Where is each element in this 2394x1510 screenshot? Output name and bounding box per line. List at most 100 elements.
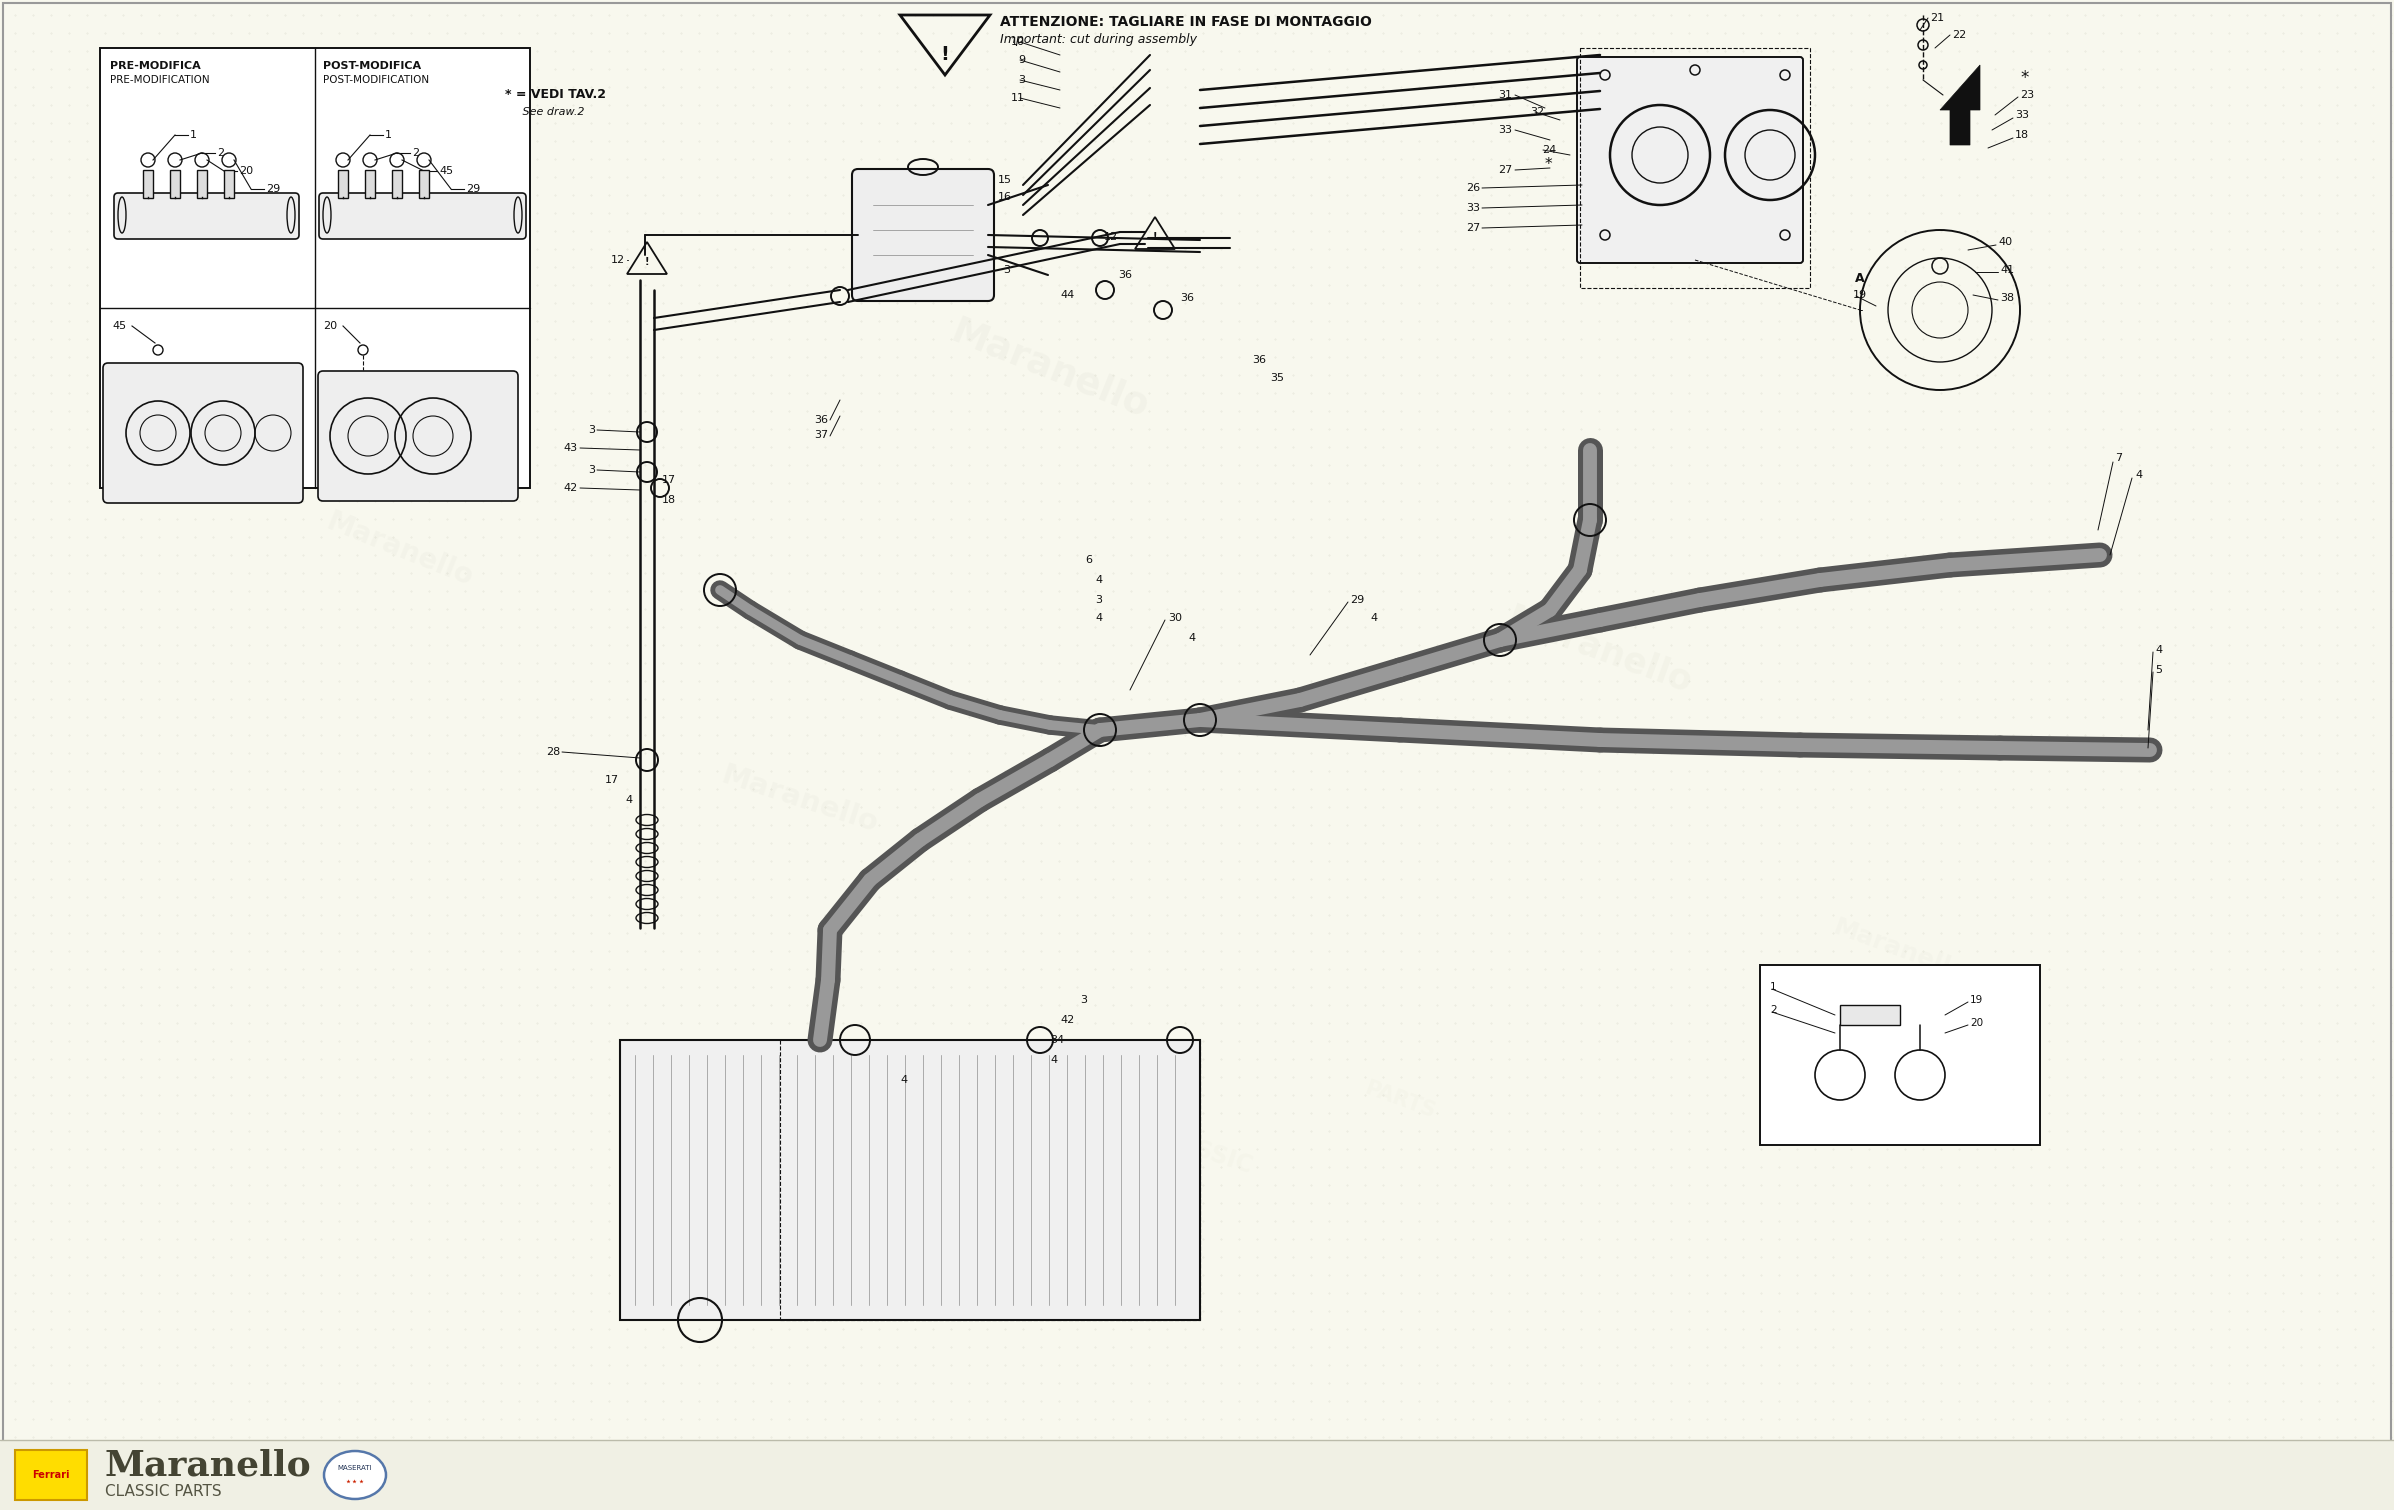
Text: !: !: [644, 257, 649, 267]
Text: Important: cut during assembly: Important: cut during assembly: [1001, 33, 1197, 47]
Bar: [0, 1441, 2394, 1510]
Text: 3: 3: [589, 465, 596, 476]
FancyBboxPatch shape: [115, 193, 299, 239]
Text: 5: 5: [2155, 664, 2162, 675]
Text: 22: 22: [1951, 30, 1965, 39]
Text: 37: 37: [814, 430, 828, 439]
Bar: [1841, 1006, 1901, 1025]
Text: !: !: [941, 45, 950, 65]
Bar: [225, 171, 235, 198]
Text: 42: 42: [563, 483, 577, 492]
Text: POST-MODIFICATION: POST-MODIFICATION: [323, 76, 429, 85]
Text: 36: 36: [814, 415, 828, 424]
Text: Maranello: Maranello: [105, 1448, 311, 1481]
Text: Maranello: Maranello: [1829, 915, 1970, 986]
Text: 17: 17: [606, 775, 620, 785]
Text: 18: 18: [2016, 130, 2030, 140]
Text: 7: 7: [2114, 453, 2121, 464]
Text: 3: 3: [1080, 995, 1087, 1006]
Polygon shape: [1939, 65, 1980, 145]
Bar: [196, 171, 206, 198]
Text: 3: 3: [1094, 595, 1101, 606]
Text: 45: 45: [113, 322, 127, 331]
Bar: [1760, 965, 2040, 1145]
Bar: [14, 1450, 86, 1499]
Text: !: !: [1154, 233, 1156, 242]
Bar: [393, 171, 402, 198]
Text: 4: 4: [1094, 575, 1101, 584]
Bar: [101, 48, 529, 488]
Text: 4: 4: [900, 1075, 907, 1086]
Text: 44: 44: [1061, 290, 1075, 300]
Text: 41: 41: [1999, 264, 2013, 275]
Text: CLASSIC PARTS: CLASSIC PARTS: [105, 1484, 223, 1499]
Text: 4: 4: [1369, 613, 1377, 624]
Text: 15: 15: [998, 175, 1013, 186]
Text: 45: 45: [438, 166, 452, 177]
Text: Maranello: Maranello: [323, 507, 476, 592]
Text: 23: 23: [2021, 91, 2035, 100]
Text: POST-MODIFICA: POST-MODIFICA: [323, 60, 421, 71]
Bar: [338, 171, 347, 198]
Text: 31: 31: [1499, 91, 1513, 100]
FancyBboxPatch shape: [318, 193, 527, 239]
Bar: [170, 171, 180, 198]
Text: 1: 1: [385, 130, 393, 140]
Text: 4: 4: [2155, 645, 2162, 655]
Bar: [1580, 48, 1810, 288]
Text: 16: 16: [998, 192, 1013, 202]
Text: 2: 2: [218, 148, 225, 159]
Text: 36: 36: [1118, 270, 1132, 279]
Text: 29: 29: [1350, 595, 1365, 606]
Text: 36: 36: [1252, 355, 1266, 365]
Text: 33: 33: [1465, 202, 1479, 213]
Text: 19: 19: [1853, 290, 1867, 300]
Text: 1: 1: [1769, 982, 1776, 992]
Text: 32: 32: [1530, 107, 1544, 116]
Text: 4: 4: [2135, 470, 2143, 480]
FancyBboxPatch shape: [1578, 57, 1803, 263]
Text: 20: 20: [239, 166, 254, 177]
Text: 29: 29: [266, 184, 280, 193]
FancyBboxPatch shape: [318, 371, 517, 501]
Text: 1: 1: [189, 130, 196, 140]
Text: *: *: [1544, 157, 1554, 172]
Text: Ferrari: Ferrari: [31, 1471, 69, 1480]
Text: Maranello: Maranello: [718, 761, 881, 838]
Text: 3: 3: [1017, 76, 1025, 85]
Text: * = VEDI TAV.2: * = VEDI TAV.2: [505, 89, 606, 101]
Ellipse shape: [323, 1451, 385, 1499]
Text: 42: 42: [1061, 1015, 1075, 1025]
Text: 35: 35: [1269, 373, 1283, 384]
Text: Maranello: Maranello: [946, 314, 1154, 426]
Text: 12: 12: [1104, 233, 1118, 242]
Text: 27: 27: [1499, 165, 1513, 175]
Text: 19: 19: [1970, 995, 1982, 1006]
Text: 2: 2: [1769, 1006, 1776, 1015]
Text: 9: 9: [1017, 54, 1025, 65]
Text: 11: 11: [1010, 94, 1025, 103]
Text: 18: 18: [663, 495, 675, 504]
FancyBboxPatch shape: [852, 169, 994, 300]
Text: 20: 20: [1970, 1018, 1982, 1028]
Text: 36: 36: [1180, 293, 1195, 304]
Text: 34: 34: [1051, 1034, 1063, 1045]
Bar: [620, 1040, 1199, 1320]
Text: A: A: [1855, 272, 1865, 284]
Text: 4: 4: [1051, 1055, 1058, 1065]
Bar: [144, 171, 153, 198]
Text: 30: 30: [1168, 613, 1183, 624]
Text: MASERATI: MASERATI: [338, 1465, 371, 1471]
Text: 27: 27: [1465, 223, 1479, 233]
Bar: [364, 171, 376, 198]
Text: *: *: [2021, 69, 2028, 88]
Text: PRE-MODIFICA: PRE-MODIFICA: [110, 60, 201, 71]
Text: 10: 10: [1010, 38, 1025, 47]
Text: 3: 3: [1003, 264, 1010, 275]
Text: 2: 2: [412, 148, 419, 159]
Text: 43: 43: [565, 442, 577, 453]
Text: 26: 26: [1465, 183, 1479, 193]
Text: 4: 4: [625, 794, 632, 805]
Text: 12: 12: [610, 255, 625, 264]
Text: 33: 33: [2016, 110, 2030, 119]
